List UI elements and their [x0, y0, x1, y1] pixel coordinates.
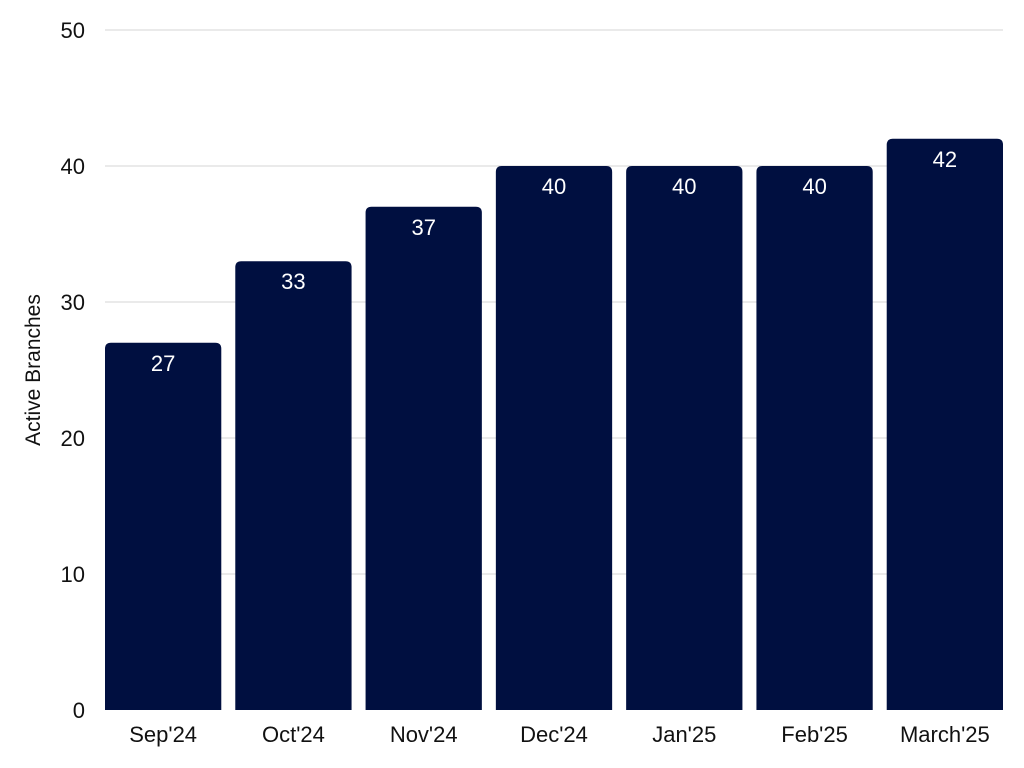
y-tick-label: 10	[61, 562, 85, 587]
y-tick-label: 0	[73, 698, 85, 723]
bar-value-label: 40	[672, 174, 696, 199]
bar-value-label: 40	[802, 174, 826, 199]
x-tick-label: Dec'24	[520, 722, 588, 747]
bar-value-label: 42	[933, 147, 957, 172]
bar	[235, 261, 352, 710]
bars	[105, 138, 1003, 711]
bar	[495, 166, 613, 710]
bar-value-label: 40	[542, 174, 566, 199]
bar-value-label: 33	[281, 269, 305, 294]
bar	[886, 138, 1003, 711]
bar-value-label: 27	[151, 351, 175, 376]
y-tick-label: 40	[61, 154, 85, 179]
x-tick-label: Jan'25	[652, 722, 716, 747]
x-tick-label: Feb'25	[781, 722, 848, 747]
y-tick-label: 50	[61, 18, 85, 43]
y-tick-label: 20	[61, 426, 85, 451]
x-tick-label: Nov'24	[390, 722, 458, 747]
x-tick-label: Sep'24	[129, 722, 197, 747]
bar	[756, 166, 873, 710]
bar	[105, 342, 222, 710]
x-tick-label: Oct'24	[262, 722, 325, 747]
y-axis-ticks: 0 10 20 30 40 50	[61, 18, 85, 723]
x-tick-label: March'25	[900, 722, 990, 747]
y-tick-label: 30	[61, 290, 85, 315]
bar-value-label: 37	[411, 215, 435, 240]
bar	[365, 206, 482, 711]
bar	[626, 166, 743, 710]
x-axis-ticks: Sep'24 Oct'24 Nov'24 Dec'24 Jan'25 Feb'25 Marc…	[129, 722, 990, 747]
y-axis-title: Active Branches	[22, 294, 45, 446]
bar-value-labels: 27 33 37 40 40 40 42	[151, 147, 957, 376]
